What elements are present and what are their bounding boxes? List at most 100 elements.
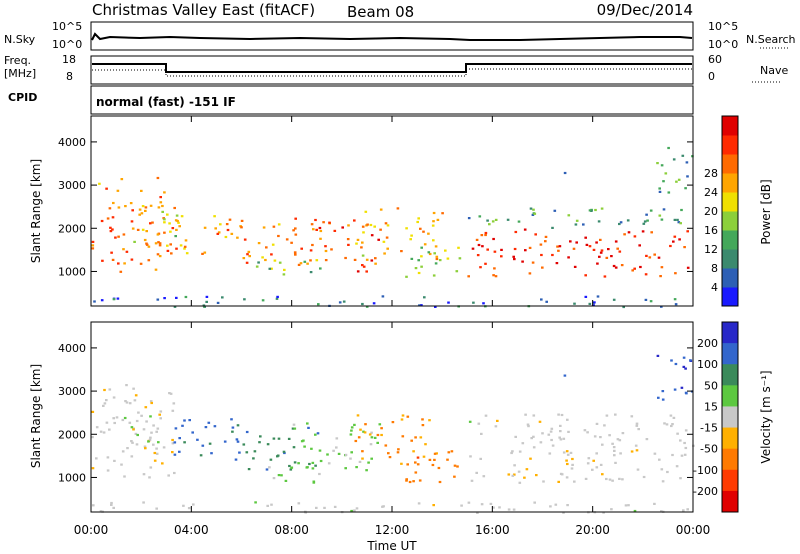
nave-tick-top: 60 bbox=[708, 53, 722, 66]
echo-cell bbox=[231, 430, 234, 433]
echo-cell bbox=[307, 426, 310, 429]
echo-cell bbox=[100, 299, 104, 302]
echo-cell bbox=[169, 230, 172, 233]
echo-cell bbox=[591, 468, 594, 471]
colorbar-swatch bbox=[722, 154, 738, 174]
y-tick-label: 3000 bbox=[58, 385, 86, 398]
echo-cell bbox=[158, 255, 162, 258]
echo-cell bbox=[480, 503, 484, 506]
echo-cell bbox=[349, 433, 353, 436]
echo-cell bbox=[480, 432, 483, 435]
echo-cell bbox=[596, 262, 599, 265]
echo-cell bbox=[514, 435, 517, 438]
echo-cell bbox=[112, 298, 116, 301]
echo-cell bbox=[677, 178, 681, 181]
echo-cell bbox=[136, 433, 139, 437]
echo-cell bbox=[356, 414, 360, 417]
echo-cell bbox=[676, 218, 679, 221]
echo-cell bbox=[119, 270, 123, 273]
echo-cell bbox=[178, 437, 181, 440]
echo-cell bbox=[533, 212, 537, 215]
echo-cell bbox=[458, 257, 462, 260]
echo-cell bbox=[460, 504, 463, 507]
echo-cell bbox=[432, 220, 435, 223]
echo-cell bbox=[316, 432, 320, 435]
colorbar-swatch bbox=[722, 427, 738, 450]
echo-cell bbox=[599, 436, 602, 439]
echo-cell bbox=[224, 235, 228, 239]
y-tick-label: 3000 bbox=[58, 179, 86, 192]
colorbar-tick-label: -15 bbox=[700, 422, 718, 435]
echo-cell bbox=[112, 506, 115, 509]
echo-cell bbox=[285, 238, 289, 241]
echo-cell bbox=[362, 430, 365, 433]
echo-cell bbox=[570, 467, 574, 470]
echo-cell bbox=[416, 220, 419, 224]
echo-cell bbox=[635, 449, 639, 452]
echo-cell bbox=[565, 450, 569, 453]
echo-cell bbox=[294, 217, 297, 220]
echo-cell bbox=[635, 422, 639, 425]
echo-cell bbox=[562, 437, 566, 440]
echo-cell bbox=[486, 248, 489, 251]
echo-cell bbox=[270, 267, 273, 270]
echo-cell bbox=[370, 259, 374, 262]
echo-cell bbox=[627, 504, 630, 507]
echo-cell bbox=[346, 238, 350, 241]
echo-cell bbox=[323, 506, 326, 509]
echo-cell bbox=[586, 431, 589, 434]
velocity-plot-frame bbox=[90, 321, 694, 513]
echo-cell bbox=[125, 401, 129, 404]
echo-cell bbox=[666, 470, 669, 474]
echo-cell bbox=[380, 427, 383, 430]
echo-cell bbox=[584, 236, 587, 239]
echo-cell bbox=[679, 477, 682, 480]
echo-cell bbox=[391, 421, 395, 424]
echo-cell bbox=[656, 162, 659, 165]
echo-cell bbox=[349, 457, 352, 460]
echo-cell bbox=[240, 226, 243, 229]
echo-cell bbox=[196, 438, 199, 441]
echo-cell bbox=[120, 463, 123, 466]
echo-cell bbox=[560, 473, 564, 476]
echo-cell bbox=[446, 458, 449, 461]
echo-cell bbox=[187, 507, 191, 510]
echo-cell bbox=[420, 255, 423, 258]
echo-cell bbox=[145, 420, 148, 423]
echo-cell bbox=[384, 222, 388, 225]
echo-cell bbox=[477, 243, 481, 247]
echo-cell bbox=[240, 219, 244, 222]
echo-cell bbox=[607, 248, 610, 251]
echo-cell bbox=[364, 210, 368, 213]
echo-cell bbox=[571, 463, 574, 466]
echo-cell bbox=[271, 243, 275, 246]
echo-cell bbox=[272, 437, 276, 440]
echo-cell bbox=[245, 430, 249, 434]
echo-cell bbox=[660, 305, 663, 308]
echo-cell bbox=[277, 223, 281, 226]
echo-cell bbox=[111, 228, 114, 231]
echo-cell bbox=[596, 295, 600, 298]
echo-cell bbox=[684, 187, 687, 190]
echo-cell bbox=[159, 417, 162, 420]
echo-cell bbox=[366, 223, 369, 226]
echo-cell bbox=[91, 247, 95, 250]
echo-cell bbox=[524, 249, 527, 252]
echo-cell bbox=[584, 274, 587, 277]
echo-cell bbox=[493, 267, 496, 270]
echo-cell bbox=[156, 298, 160, 301]
echo-cell bbox=[682, 356, 686, 359]
echo-cell bbox=[428, 458, 432, 461]
echo-cell bbox=[405, 275, 408, 278]
echo-cell bbox=[677, 221, 681, 224]
colorbar-swatch bbox=[722, 322, 738, 344]
echo-cell bbox=[328, 221, 331, 224]
echo-cell bbox=[642, 475, 646, 479]
echo-cell bbox=[549, 430, 553, 433]
echo-cell bbox=[319, 459, 323, 463]
colorbar-tick-label: 20 bbox=[704, 205, 718, 218]
velocity-colorbar-label: Velocity [m s⁻¹] bbox=[759, 370, 773, 463]
echo-cell bbox=[419, 436, 423, 439]
echo-cell bbox=[471, 247, 475, 250]
